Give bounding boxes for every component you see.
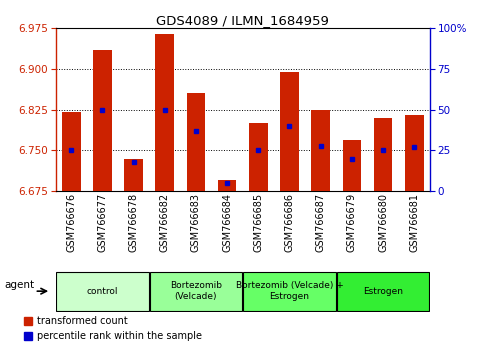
Text: GSM766678: GSM766678 bbox=[128, 193, 139, 252]
Text: Estrogen: Estrogen bbox=[363, 287, 403, 296]
Text: GSM766677: GSM766677 bbox=[98, 193, 107, 252]
Bar bbox=[218, 180, 237, 191]
Bar bbox=[186, 93, 205, 191]
Text: GSM766682: GSM766682 bbox=[160, 193, 170, 252]
Bar bbox=[405, 115, 424, 191]
Bar bbox=[156, 34, 174, 191]
Bar bbox=[342, 139, 361, 191]
Bar bbox=[124, 159, 143, 191]
Bar bbox=[312, 110, 330, 191]
Text: GSM766676: GSM766676 bbox=[66, 193, 76, 252]
Text: Bortezomib (Velcade) +
Estrogen: Bortezomib (Velcade) + Estrogen bbox=[236, 281, 343, 301]
Text: GSM766687: GSM766687 bbox=[316, 193, 326, 252]
Legend: transformed count, percentile rank within the sample: transformed count, percentile rank withi… bbox=[24, 316, 202, 341]
Bar bbox=[374, 118, 392, 191]
Text: GSM766679: GSM766679 bbox=[347, 193, 357, 252]
Bar bbox=[280, 72, 299, 191]
Text: Bortezomib
(Velcade): Bortezomib (Velcade) bbox=[170, 281, 222, 301]
Text: GSM766683: GSM766683 bbox=[191, 193, 201, 252]
Text: GSM766686: GSM766686 bbox=[284, 193, 295, 252]
Text: control: control bbox=[86, 287, 118, 296]
FancyBboxPatch shape bbox=[243, 272, 336, 311]
Text: agent: agent bbox=[4, 280, 35, 290]
FancyBboxPatch shape bbox=[56, 272, 148, 311]
Text: GSM766685: GSM766685 bbox=[253, 193, 263, 252]
Title: GDS4089 / ILMN_1684959: GDS4089 / ILMN_1684959 bbox=[156, 14, 329, 27]
Text: GSM766680: GSM766680 bbox=[378, 193, 388, 252]
Text: GSM766684: GSM766684 bbox=[222, 193, 232, 252]
Text: GSM766681: GSM766681 bbox=[409, 193, 419, 252]
Bar bbox=[62, 113, 81, 191]
FancyBboxPatch shape bbox=[150, 272, 242, 311]
Bar bbox=[249, 123, 268, 191]
FancyBboxPatch shape bbox=[337, 272, 429, 311]
Bar bbox=[93, 50, 112, 191]
